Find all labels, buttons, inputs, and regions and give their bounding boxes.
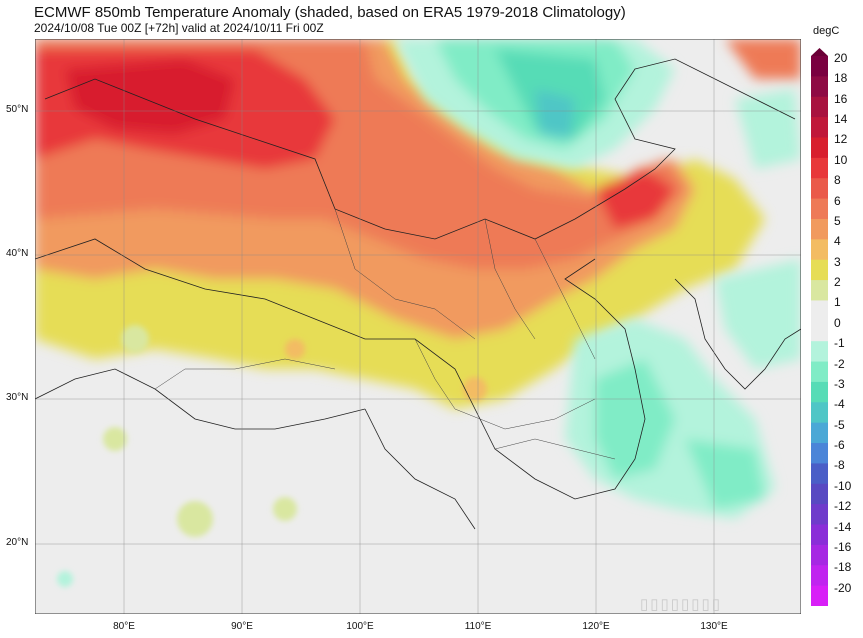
- colorbar-segment: [811, 544, 828, 566]
- lat-lon-grid: [35, 39, 801, 614]
- province-boundaries: [154, 208, 616, 460]
- colorbar-segment: [811, 320, 828, 342]
- colorbar-segment: [811, 443, 828, 464]
- colorbar-segment: [811, 137, 828, 159]
- lat-label-50: 50°N: [6, 104, 29, 115]
- colorbar-segment: [811, 463, 828, 485]
- colorbar-segment: [811, 300, 828, 322]
- colorbar-tick-label: 10: [834, 152, 848, 167]
- colorbar-segment: [811, 96, 828, 118]
- lat-label-30: 30°N: [6, 392, 29, 403]
- colorbar-tick-label: -14: [834, 519, 852, 534]
- colorbar-tick-label: -20: [834, 580, 852, 595]
- colorbar-tick-label: 18: [834, 71, 848, 86]
- colorbar-tick-label: -8: [834, 458, 845, 473]
- warm-anomaly-shading: [35, 39, 801, 409]
- colorbar-segment: [811, 422, 828, 444]
- map-subtitle: 2024/10/08 Tue 00Z [+72h] valid at 2024/…: [34, 21, 324, 35]
- colorbar-segment: [811, 259, 828, 281]
- colorbar-tick-label: 1: [834, 295, 841, 310]
- colorbar-tick-label: -2: [834, 356, 845, 371]
- colorbar-segment: [811, 341, 828, 363]
- watermark: ▯▯▯▯▯▯▯▯: [640, 596, 723, 613]
- colorbar-segment: [811, 198, 828, 220]
- colorbar-tick-label: 16: [834, 91, 848, 106]
- colorbar-segment: [811, 280, 828, 301]
- colorbar-segment: [811, 402, 828, 424]
- colorbar-tick-label: -18: [834, 560, 852, 575]
- colorbar-tick-label: 14: [834, 112, 848, 127]
- colorbar-segment: [811, 585, 828, 606]
- colorbar-segment: [811, 565, 828, 587]
- colorbar-tick-label: 6: [834, 193, 841, 208]
- colorbar-segment: [811, 218, 828, 240]
- colorbar-segment: [811, 56, 828, 77]
- lat-label-20: 20°N: [6, 537, 29, 548]
- colorbar-segment: [811, 381, 828, 403]
- lat-label-40: 40°N: [6, 248, 29, 259]
- colorbar-tick-label: -16: [834, 539, 852, 554]
- colorbar: [811, 48, 828, 606]
- colorbar-segment: [811, 157, 828, 179]
- colorbar-segment: [811, 178, 828, 200]
- colorbar-segment: [811, 117, 828, 138]
- colorbar-tick-label: -12: [834, 499, 852, 514]
- colorbar-segment: [811, 504, 828, 526]
- lon-label-90: 90°E: [231, 621, 253, 632]
- colorbar-segment: [811, 239, 828, 261]
- colorbar-tick-label: -3: [834, 376, 845, 391]
- colorbar-tick-label: -6: [834, 438, 845, 453]
- anomaly-spots: [57, 325, 487, 587]
- colorbar-segment: [811, 524, 828, 546]
- colorbar-tick-label: 20: [834, 51, 848, 65]
- cool-anomaly-shading: [395, 39, 801, 519]
- colorbar-tick-label: -10: [834, 478, 852, 493]
- colorbar-tick-label: -4: [834, 397, 845, 412]
- map-title: ECMWF 850mb Temperature Anomaly (shaded,…: [34, 4, 626, 21]
- temperature-anomaly-map: [35, 39, 801, 614]
- lon-label-110: 110°E: [464, 621, 492, 632]
- lon-label-120: 120°E: [582, 621, 610, 632]
- lon-label-80: 80°E: [113, 621, 135, 632]
- colorbar-tick-label: -1: [834, 336, 845, 351]
- lon-label-130: 130°E: [700, 621, 728, 632]
- colorbar-segment: [811, 483, 828, 505]
- colorbar-tick-label: 3: [834, 254, 841, 269]
- colorbar-unit: degC: [813, 25, 840, 37]
- colorbar-tick-label: 12: [834, 132, 848, 147]
- colorbar-tick-label: 0: [834, 315, 841, 330]
- colorbar-tick-label: -5: [834, 417, 845, 432]
- colorbar-tick-label: 2: [834, 275, 841, 290]
- lon-label-100: 100°E: [346, 621, 374, 632]
- colorbar-tick-label: 8: [834, 173, 841, 188]
- colorbar-tick-label: 5: [834, 213, 841, 228]
- colorbar-tick-label: 4: [834, 234, 841, 249]
- colorbar-segment: [811, 76, 828, 98]
- colorbar-segment: [811, 361, 828, 383]
- colorbar-top-arrow: [811, 48, 828, 56]
